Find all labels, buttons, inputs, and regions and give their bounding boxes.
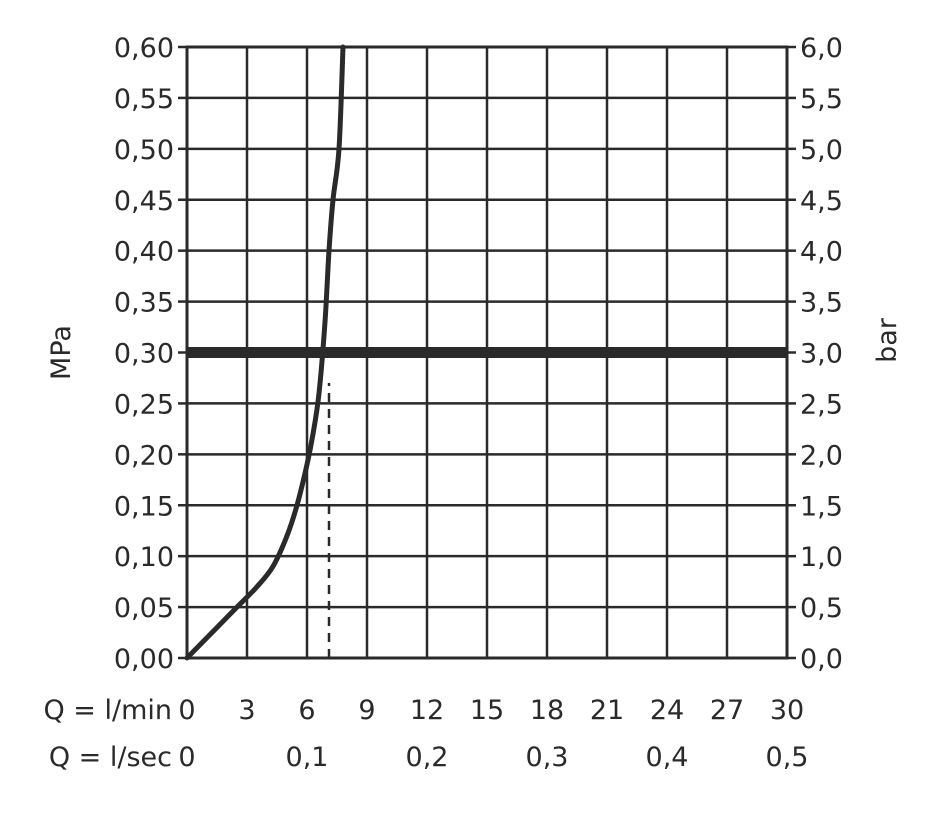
x-tick-label: 24 — [650, 695, 684, 726]
x-tick-label: 9 — [358, 695, 375, 726]
y-tick-label: 0,20 — [114, 440, 174, 471]
y2-tick-label: 5,5 — [800, 84, 843, 115]
y2-tick-label: 2,5 — [800, 389, 843, 420]
x-tick-label: 0,1 — [286, 742, 329, 773]
plot-border — [185, 45, 789, 660]
x-row-label-0: Q = l/min — [43, 695, 172, 726]
x-tick-label: 21 — [590, 695, 624, 726]
y-tick-label: 0,50 — [114, 135, 174, 166]
y2-tick-label: 2,0 — [800, 440, 843, 471]
y2-tick-label: 6,0 — [800, 33, 843, 64]
x-tick-label: 0 — [178, 695, 195, 726]
y-tick-label: 0,35 — [114, 288, 174, 319]
y2-tick-label: 1,0 — [800, 542, 843, 573]
y2-tick-label: 0,5 — [800, 593, 843, 624]
y-tick-label: 0,30 — [114, 339, 174, 370]
y2-tick-label: 4,5 — [800, 186, 843, 217]
x-tick-label: 27 — [710, 695, 744, 726]
y2-tick-label: 0,0 — [800, 644, 843, 675]
x-tick-label: 18 — [530, 695, 564, 726]
y2-tick-label: 3,0 — [800, 339, 843, 370]
x-tick-label: 0 — [178, 742, 195, 773]
y2-axis-title: bar — [872, 317, 903, 363]
x-tick-label: 0,4 — [646, 742, 689, 773]
x-tick-label: 30 — [770, 695, 804, 726]
x-tick-label: 12 — [410, 695, 444, 726]
y-tick-label: 0,55 — [114, 84, 174, 115]
x-tick-label: 15 — [470, 695, 504, 726]
y-tick-label: 0,05 — [114, 593, 174, 624]
x-row-label-1: Q = l/sec — [49, 742, 172, 773]
y-axis-title: MPa — [46, 325, 77, 380]
y-tick-label: 0,60 — [114, 33, 174, 64]
y2-tick-label: 3,5 — [800, 288, 843, 319]
y-tick-label: 0,00 — [114, 644, 174, 675]
y2-tick-label: 5,0 — [800, 135, 843, 166]
data-layer — [184, 44, 787, 661]
x-tick-label: 0,2 — [406, 742, 449, 773]
y2-tick-label: 1,5 — [800, 491, 843, 522]
x-tick-label: 3 — [238, 695, 255, 726]
x-tick-label: 0,3 — [526, 742, 569, 773]
plot-frame — [178, 45, 796, 660]
y-tick-label: 0,40 — [114, 237, 174, 268]
labels: 0,000,050,100,150,200,250,300,350,400,45… — [43, 33, 903, 773]
x-tick-label: 6 — [298, 695, 315, 726]
y-tick-label: 0,10 — [114, 542, 174, 573]
y2-tick-label: 4,0 — [800, 237, 843, 268]
y-tick-label: 0,45 — [114, 186, 174, 217]
x-tick-label: 0,5 — [766, 742, 809, 773]
y-tick-label: 0,15 — [114, 491, 174, 522]
y-tick-label: 0,25 — [114, 389, 174, 420]
series-line-0 — [184, 44, 346, 661]
